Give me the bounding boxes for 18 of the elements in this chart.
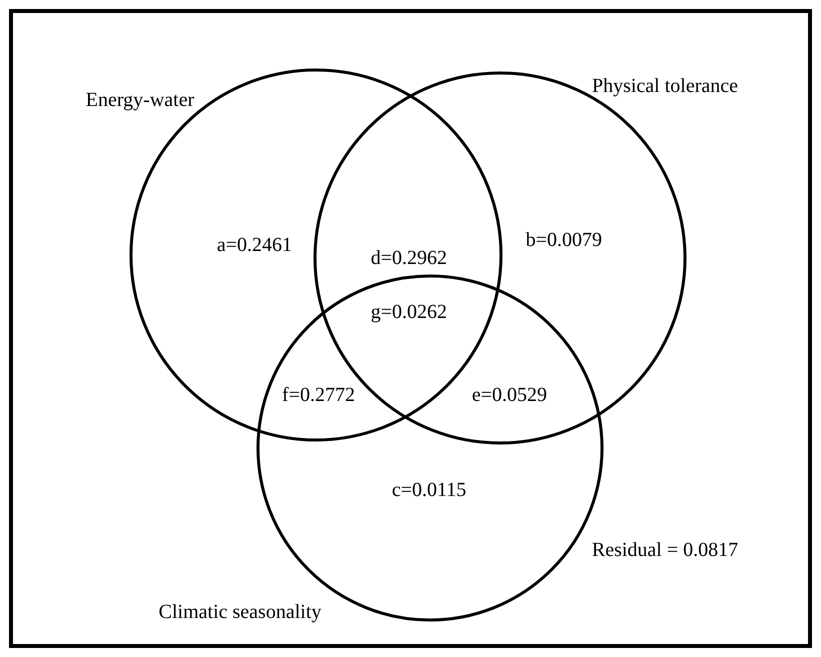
text: Climatic seasonality bbox=[158, 601, 322, 623]
category-label: c= bbox=[392, 479, 412, 501]
text: Residual = 0.0817 bbox=[592, 539, 738, 561]
data-label: 0.0079 bbox=[547, 229, 602, 251]
text: Energy-water bbox=[86, 89, 195, 111]
category-label: b= bbox=[526, 229, 547, 251]
data-label: 0.2772 bbox=[300, 384, 355, 406]
category-label: f= bbox=[282, 384, 300, 406]
data-label: 0.2461 bbox=[237, 234, 292, 256]
text: Physical tolerance bbox=[592, 75, 738, 97]
data-label: 0.2962 bbox=[392, 247, 447, 269]
category-label: d= bbox=[370, 247, 392, 269]
category-label: e= bbox=[472, 384, 492, 406]
data-label: 0.0262 bbox=[392, 301, 447, 323]
category-label: a= bbox=[216, 234, 237, 256]
data-label: 0.0529 bbox=[492, 384, 547, 406]
data-label: 0.0115 bbox=[412, 479, 466, 501]
category-label: g= bbox=[370, 301, 392, 323]
